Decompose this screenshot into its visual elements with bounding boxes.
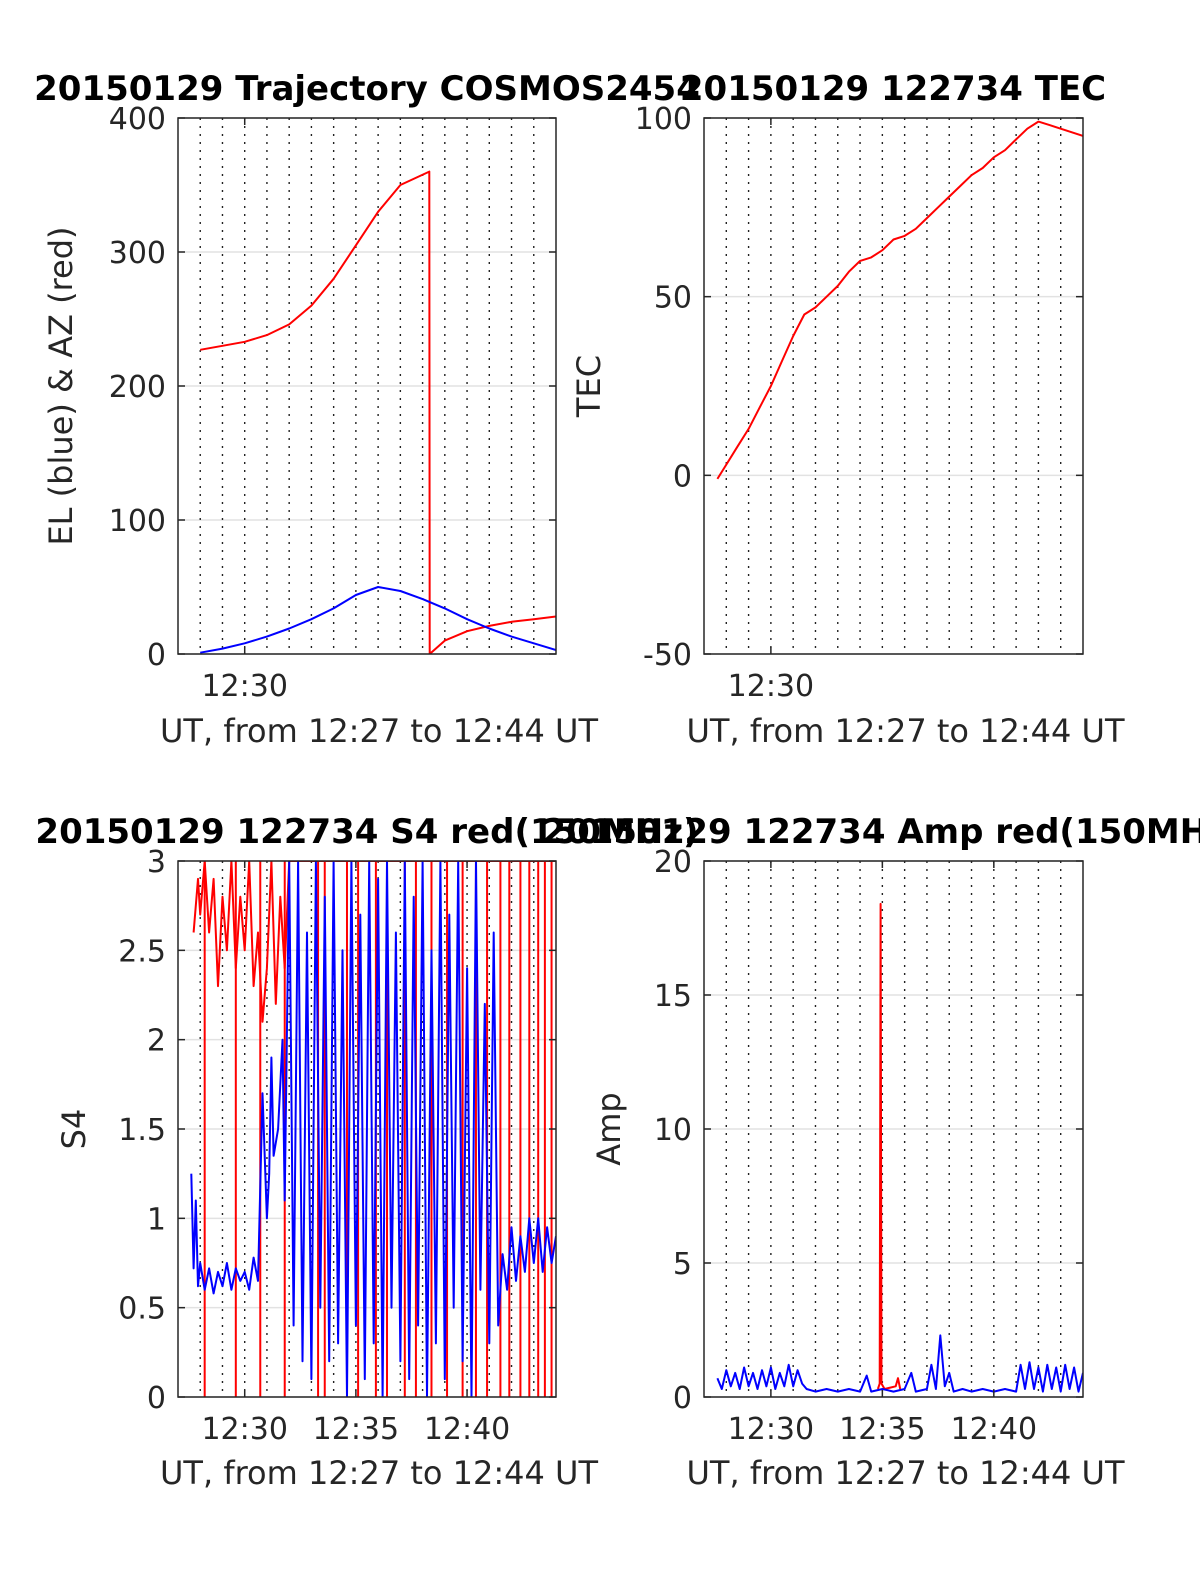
y-tick-label: 300 (109, 236, 166, 271)
y-tick-label: 400 (109, 102, 166, 137)
axes-frame (703, 117, 1084, 655)
x-tick-label: 12:35 (313, 1412, 399, 1447)
y-tick-label: 0 (147, 1381, 166, 1416)
y-tick-label: 2 (147, 1024, 166, 1059)
y-tick-label: -50 (643, 638, 692, 673)
y-tick-label: 0.5 (118, 1292, 166, 1327)
x-axis-label: UT, from 12:27 to 12:44 UT (160, 1454, 598, 1492)
x-tick-label: 12:30 (201, 1412, 287, 1447)
y-tick-label: 0 (673, 459, 692, 494)
y-tick-label: 20 (654, 845, 692, 880)
chart-amp: 0 5 10 15 20 12:30 12:35 12:40 UT, from 12:27 to… (542, 812, 1200, 1492)
series-line-1 (200, 586, 556, 654)
x-tick-label: 12:35 (839, 1412, 925, 1447)
y-tick-label: 100 (109, 504, 166, 539)
y-tick-label: 200 (109, 370, 166, 405)
series-line-1 (190, 861, 556, 1397)
chart-title: 20150129 122734 S4 red(150MHz) (35, 812, 698, 852)
series-line-0 (716, 120, 1083, 480)
series-line-0 (192, 861, 556, 1023)
series-line-0 (200, 170, 556, 654)
y-tick-label: 1 (147, 1202, 166, 1237)
chart-title: 20150129 122734 TEC (680, 69, 1106, 109)
y-tick-label: 1.5 (118, 1113, 166, 1148)
chart-s4: 0 0.5 1 1.5 2 2.5 3 12:30 12:35 12:40 UT, from 12:… (35, 812, 698, 1492)
x-axis-label: UT, from 12:27 to 12:44 UT (160, 712, 598, 750)
y-axis-label: Amp (590, 1092, 628, 1165)
y-tick-label: 5 (673, 1247, 692, 1282)
chart-tec: -50 0 50 100 12:30 UT, from 12:27 to 12:44 UT… (570, 69, 1125, 750)
chart-title: 20150129 122734 Amp red(150MHz) (542, 812, 1200, 852)
y-tick-label: 100 (635, 102, 692, 137)
y-axis-label: TEC (570, 355, 608, 418)
x-tick-label: 12:30 (201, 669, 287, 704)
y-axis-label: S4 (55, 1109, 93, 1150)
x-tick-label: 12:30 (728, 1412, 814, 1447)
y-tick-label: 3 (147, 845, 166, 880)
x-tick-label: 12:40 (424, 1412, 510, 1447)
chart-title: 20150129 Trajectory COSMOS2454 (34, 69, 700, 109)
chart-trajectory: 0 100 200 300 400 12:30 UT, from 12:27 to 12:4… (34, 69, 700, 750)
x-axis-label: UT, from 12:27 to 12:44 UT (687, 1454, 1125, 1492)
x-tick-label: 12:40 (951, 1412, 1037, 1447)
y-tick-label: 0 (147, 638, 166, 673)
series-line-0 (876, 902, 902, 1390)
y-tick-label: 15 (654, 979, 692, 1014)
y-tick-label: 50 (654, 281, 692, 316)
x-axis-label: UT, from 12:27 to 12:44 UT (687, 712, 1125, 750)
x-tick-label: 12:30 (728, 669, 814, 704)
y-tick-label: 2.5 (118, 934, 166, 969)
series-line-1 (716, 1334, 1083, 1393)
y-tick-label: 0 (673, 1381, 692, 1416)
y-axis-label: EL (blue) & AZ (red) (42, 226, 80, 545)
y-tick-label: 10 (654, 1113, 692, 1148)
